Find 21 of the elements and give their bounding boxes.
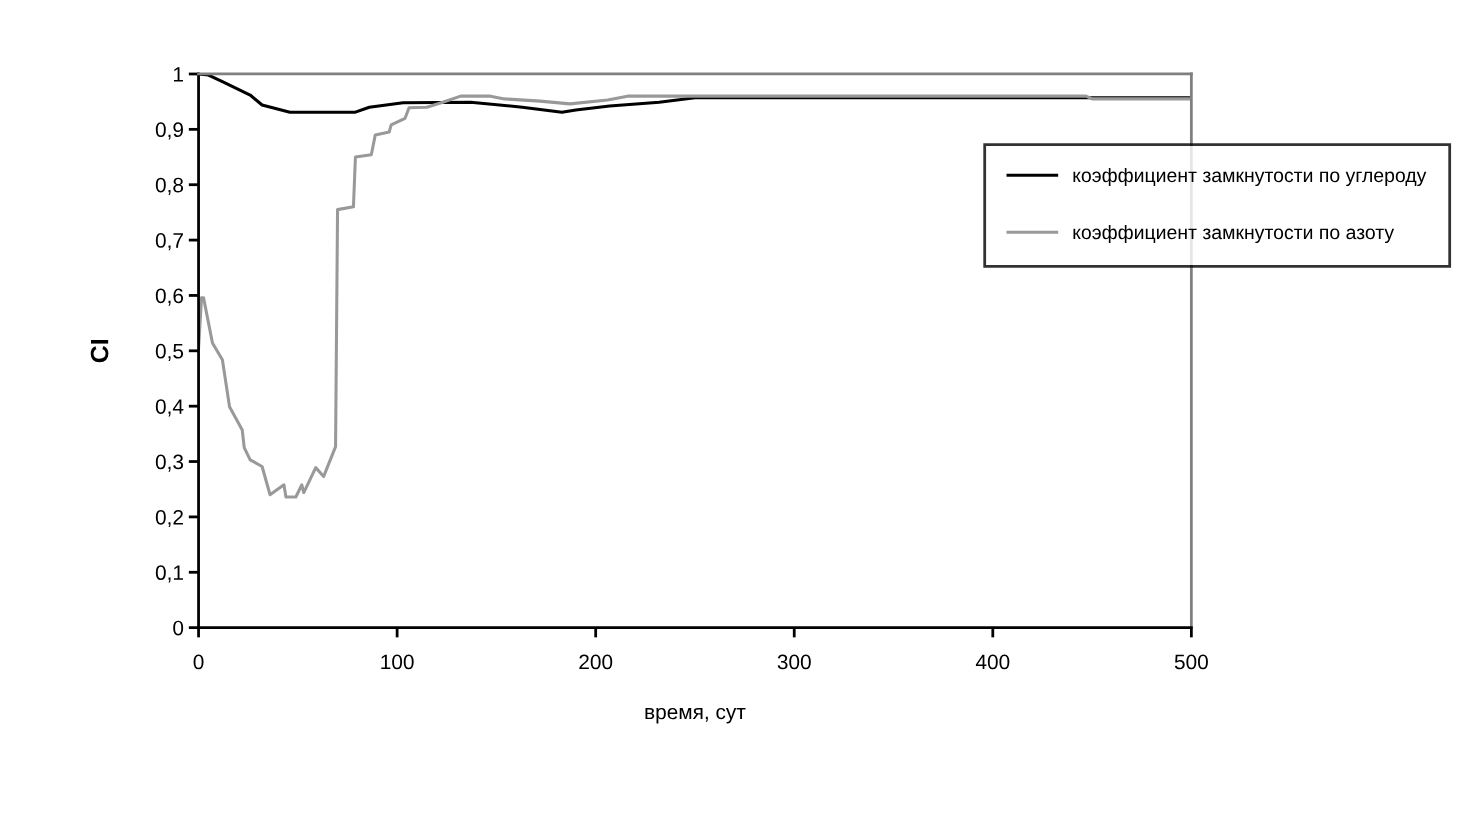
legend-label: коэффициент замкнутости по азоту	[1073, 224, 1395, 244]
y-tick-label: 0,7	[155, 233, 183, 251]
y-tick-label: 0,2	[155, 509, 183, 528]
y-tick-label: 0,5	[155, 343, 184, 362]
y-tick-label: 0,3	[155, 454, 184, 472]
x-tick-label: 400	[975, 654, 1010, 670]
x-tick-label: 200	[579, 654, 613, 670]
x-tick-label: 300	[777, 654, 811, 670]
x-tick-label: 0	[193, 654, 204, 670]
x-tick-label: 100	[381, 654, 414, 670]
y-tick-label: 0,9	[155, 122, 183, 140]
y-tick-label: 0,6	[155, 288, 184, 306]
x-axis-title: время, сут	[645, 707, 746, 724]
legend-label: коэффициент замкнутости по углероду	[1073, 167, 1427, 187]
y-tick-label: 0,1	[155, 565, 183, 583]
y-tick-label: 1	[173, 67, 183, 82]
x-tick-label: 500	[1174, 654, 1208, 670]
y-tick-label: 0,8	[155, 177, 184, 195]
y-tick-label: 0	[173, 620, 184, 636]
y-axis-title: CI	[90, 339, 109, 363]
y-tick-label: 0,4	[155, 399, 184, 417]
